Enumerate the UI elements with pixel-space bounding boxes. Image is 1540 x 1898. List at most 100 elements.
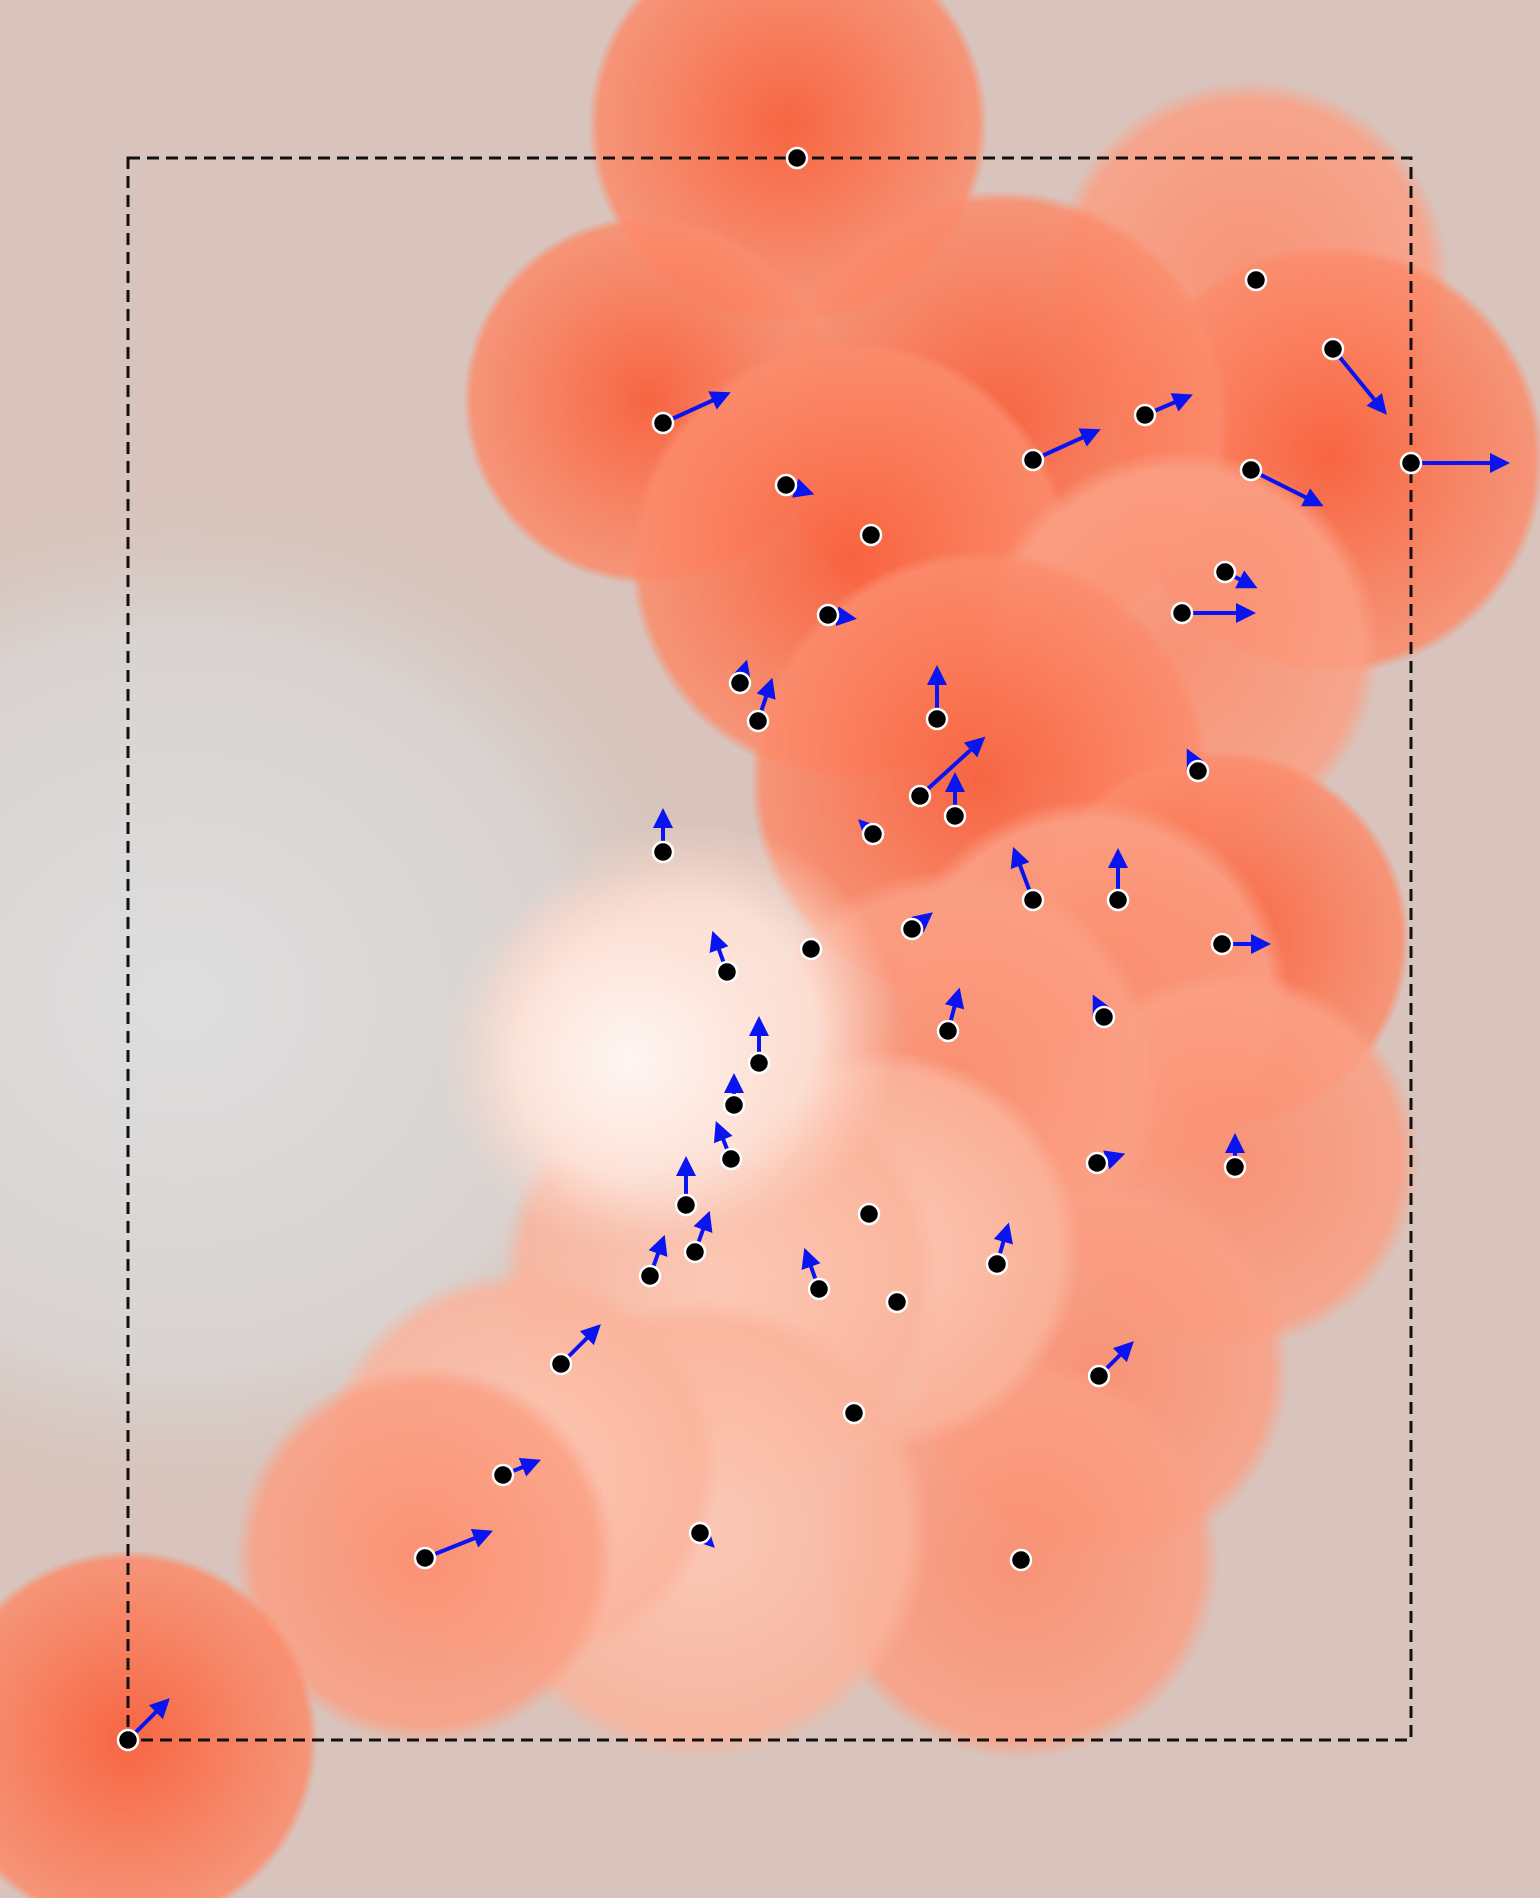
node-n41 (885, 1290, 909, 1314)
node-marker-icon (722, 1093, 746, 1117)
nodes-layer (116, 146, 1510, 1752)
node-marker-icon (715, 960, 739, 984)
node-n05 (1133, 393, 1193, 427)
node-marker-icon (747, 1051, 771, 1075)
node-n15 (746, 677, 776, 733)
node-marker-icon (857, 1202, 881, 1226)
node-marker-icon (1106, 888, 1130, 912)
node-marker-icon (1321, 337, 1345, 361)
node-marker-icon (936, 1019, 960, 1043)
node-marker-icon (1223, 1155, 1247, 1179)
node-n25 (1210, 932, 1271, 956)
node-marker-icon (651, 840, 675, 864)
node-marker-icon (985, 1252, 1009, 1276)
node-marker-icon (900, 917, 924, 941)
node-marker-icon (491, 1463, 515, 1487)
node-n16 (925, 665, 949, 731)
node-n13 (1170, 601, 1256, 625)
node-n02 (1244, 268, 1268, 292)
node-marker-icon (1170, 601, 1194, 625)
node-marker-icon (688, 1521, 712, 1545)
node-marker-icon (1009, 1548, 1033, 1572)
node-marker-icon (683, 1240, 707, 1264)
node-marker-icon (859, 523, 883, 547)
node-n45 (491, 1457, 541, 1487)
node-n44 (842, 1401, 866, 1425)
node-marker-icon (1092, 1005, 1116, 1029)
node-marker-icon (116, 1728, 140, 1752)
node-marker-icon (1399, 451, 1423, 475)
node-n18 (908, 736, 986, 808)
node-marker-icon (908, 784, 932, 808)
node-n30 (747, 1016, 771, 1075)
displacement-arrow-icon (1331, 347, 1387, 415)
node-marker-icon (842, 1401, 866, 1425)
node-marker-icon (746, 709, 770, 733)
node-n28 (936, 987, 965, 1043)
node-n10 (859, 523, 883, 547)
node-marker-icon (885, 1290, 909, 1314)
node-n11 (816, 603, 857, 627)
node-marker-icon (1210, 932, 1234, 956)
node-n32 (713, 1121, 743, 1171)
node-n21 (858, 819, 885, 846)
heat-blob (0, 1550, 318, 1898)
node-n23 (1106, 848, 1130, 912)
node-n09 (774, 473, 815, 498)
node-n40 (985, 1222, 1013, 1276)
node-n48 (1009, 1548, 1033, 1572)
node-marker-icon (799, 937, 823, 961)
node-marker-icon (413, 1546, 437, 1570)
node-marker-icon (785, 146, 809, 170)
domain-boundary (126, 156, 1413, 1742)
node-marker-icon (925, 707, 949, 731)
node-n12 (1213, 560, 1258, 589)
node-marker-icon (549, 1352, 573, 1376)
node-n06 (1021, 428, 1101, 472)
dashed-boundary-rect (126, 156, 1413, 1742)
node-n01 (785, 146, 809, 170)
node-marker-icon (1186, 759, 1210, 783)
node-n27 (799, 937, 823, 961)
node-n38 (638, 1234, 668, 1288)
node-n49 (116, 1698, 170, 1752)
node-marker-icon (1085, 1151, 1109, 1175)
node-marker-icon (861, 822, 885, 846)
node-marker-icon (651, 411, 675, 435)
node-n31 (722, 1073, 746, 1117)
node-n43 (1087, 1341, 1134, 1388)
node-n08 (1399, 451, 1510, 475)
node-marker-icon (1244, 268, 1268, 292)
node-marker-icon (774, 473, 798, 497)
node-n47 (688, 1521, 715, 1548)
node-marker-icon (638, 1264, 662, 1288)
node-n03 (1321, 337, 1387, 415)
node-n22 (1010, 846, 1045, 912)
node-marker-icon (943, 804, 967, 828)
node-n19 (943, 772, 967, 828)
node-n24 (900, 912, 933, 941)
node-marker-icon (719, 1147, 743, 1171)
node-marker-icon (1239, 458, 1263, 482)
node-n29 (1092, 994, 1116, 1029)
node-n37 (683, 1210, 713, 1264)
node-n33 (1085, 1150, 1126, 1175)
node-marker-icon (1021, 888, 1045, 912)
node-n35 (674, 1156, 698, 1217)
node-n26 (709, 930, 739, 984)
node-marker-icon (1213, 560, 1237, 584)
node-marker-icon (807, 1277, 831, 1301)
node-marker-icon (1087, 1364, 1111, 1388)
node-n46 (413, 1528, 493, 1570)
node-marker-icon (674, 1193, 698, 1217)
node-n42 (549, 1324, 601, 1376)
node-n04 (651, 391, 731, 435)
node-n34 (1223, 1133, 1247, 1179)
node-n14 (728, 659, 752, 695)
node-marker-icon (728, 671, 752, 695)
node-n39 (801, 1247, 831, 1301)
node-n20 (651, 808, 675, 864)
node-marker-icon (1133, 403, 1157, 427)
node-marker-icon (816, 603, 840, 627)
